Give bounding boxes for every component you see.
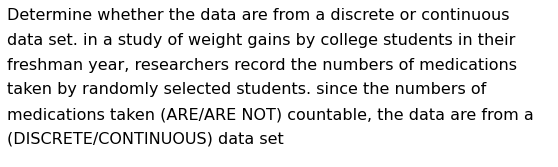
Text: medications taken (ARE/ARE NOT) countable, the data are from a: medications taken (ARE/ARE NOT) countabl…: [7, 107, 534, 122]
Text: freshman year, researchers record the numbers of medications: freshman year, researchers record the nu…: [7, 58, 517, 73]
Text: taken by randomly selected students. since the numbers of: taken by randomly selected students. sin…: [7, 82, 487, 98]
Text: (DISCRETE/CONTINUOUS) data set: (DISCRETE/CONTINUOUS) data set: [7, 132, 284, 147]
Text: Determine whether the data are from a discrete or continuous: Determine whether the data are from a di…: [7, 8, 510, 23]
Text: data set. in a study of weight gains by college students in their: data set. in a study of weight gains by …: [7, 33, 516, 48]
